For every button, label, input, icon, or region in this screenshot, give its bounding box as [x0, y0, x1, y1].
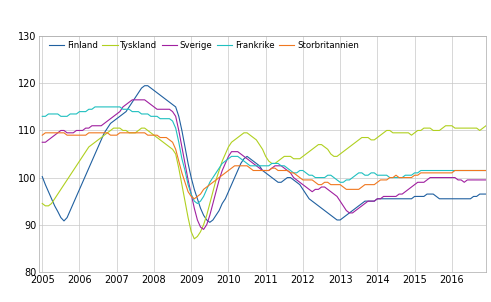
Legend: Finland, Tyskland, Sverige, Frankrike, Storbritannien: Finland, Tyskland, Sverige, Frankrike, S… [48, 40, 360, 51]
Finland [402, 197, 408, 201]
Sverige [179, 145, 185, 149]
Finland [207, 220, 213, 224]
Finland [142, 84, 148, 88]
Storbritannien [362, 183, 368, 186]
Finland [70, 202, 76, 205]
Storbritannien [409, 176, 414, 179]
Storbritannien [191, 197, 197, 201]
Line: Tyskland: Tyskland [42, 126, 486, 239]
Tyskland [70, 169, 76, 172]
Tyskland [105, 131, 110, 135]
Frankrike [483, 169, 489, 172]
Storbritannien [483, 169, 489, 172]
Sverige [105, 119, 110, 123]
Frankrike [70, 112, 76, 116]
Tyskland [39, 202, 45, 205]
Sverige [129, 98, 135, 102]
Frankrike [92, 105, 98, 109]
Tyskland [483, 124, 489, 127]
Frankrike [194, 202, 200, 205]
Sverige [362, 202, 368, 205]
Frankrike [362, 173, 368, 177]
Finland [362, 199, 368, 203]
Finland [483, 192, 489, 196]
Sverige [483, 178, 489, 182]
Storbritannien [39, 133, 45, 137]
Line: Finland: Finland [42, 86, 486, 222]
Storbritannien [108, 133, 113, 137]
Frankrike [179, 157, 185, 161]
Sverige [39, 140, 45, 144]
Frankrike [108, 105, 113, 109]
Finland [39, 175, 45, 178]
Tyskland [406, 131, 411, 135]
Storbritannien [74, 133, 80, 137]
Frankrike [402, 173, 408, 177]
Line: Sverige: Sverige [42, 100, 486, 230]
Tyskland [359, 136, 365, 139]
Tyskland [399, 131, 405, 135]
Line: Frankrike: Frankrike [42, 107, 486, 204]
Finland [105, 126, 110, 130]
Sverige [70, 131, 76, 135]
Finland [179, 129, 185, 132]
Tyskland [443, 124, 449, 127]
Tyskland [176, 166, 182, 170]
Storbritannien [179, 171, 185, 175]
Storbritannien [402, 176, 408, 179]
Sverige [201, 228, 207, 231]
Storbritannien [42, 131, 48, 135]
Finland [409, 197, 414, 201]
Line: Storbritannien: Storbritannien [42, 133, 486, 199]
Sverige [402, 190, 408, 194]
Tyskland [191, 237, 197, 241]
Frankrike [39, 114, 45, 118]
Sverige [409, 185, 414, 189]
Frankrike [409, 173, 414, 177]
